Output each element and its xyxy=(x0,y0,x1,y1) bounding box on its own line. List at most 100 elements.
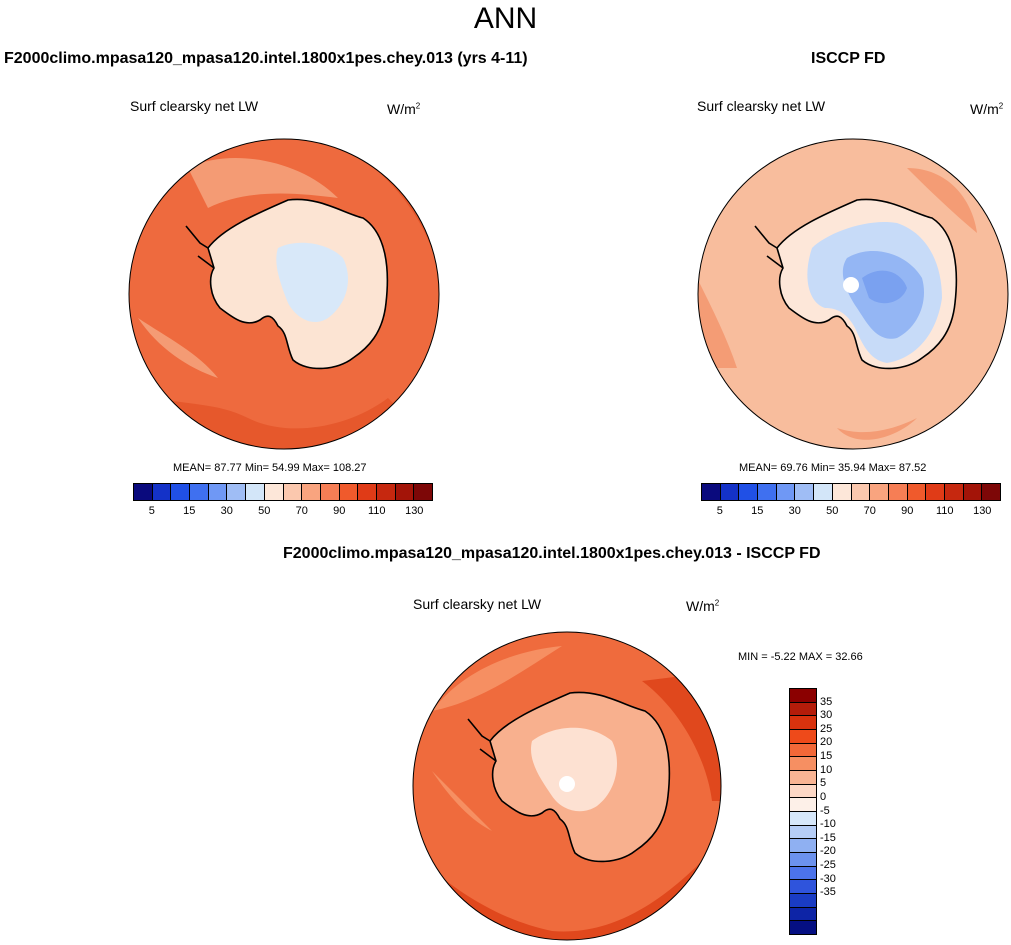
model-colorbar-swatch xyxy=(134,484,153,500)
model-subtitle: Surf clearsky net LW xyxy=(130,98,259,114)
diff-colorbar-label: 5 xyxy=(820,777,827,790)
model-colorbar-swatch xyxy=(376,484,396,500)
diff-colorbar-swatch xyxy=(790,784,816,799)
model-colorbar-swatch xyxy=(302,484,321,500)
diff-colorbar-label: 30 xyxy=(820,709,833,722)
model-colorbar-label: 70 xyxy=(295,505,308,517)
obs-colorbar-swatch xyxy=(720,484,740,500)
diff-colorbar-label: 20 xyxy=(820,736,833,749)
obs-colorbar-swatch xyxy=(926,484,945,500)
model-panel-title: F2000climo.mpasa120_mpasa120.intel.1800x… xyxy=(4,50,528,67)
model-colorbar-swatch xyxy=(227,484,247,500)
obs-colorbar-swatch xyxy=(776,484,796,500)
diff-colorbar-label: -25 xyxy=(820,858,836,871)
diff-colorbar-label: -20 xyxy=(820,845,836,858)
diff-colorbar-swatch xyxy=(790,702,816,717)
obs-colorbar-swatch xyxy=(814,484,833,500)
diff-colorbar-swatch xyxy=(790,812,816,826)
diff-subtitle: Surf clearsky net LW xyxy=(413,596,542,612)
obs-colorbar-swatch xyxy=(870,484,889,500)
diff-polar-map xyxy=(412,631,722,941)
diff-units: W/m2 xyxy=(686,598,720,614)
diff-stats: MIN = -5.22 MAX = 32.66 xyxy=(738,651,863,663)
obs-ocean-dark-ne xyxy=(907,168,977,233)
diff-colorbar-label: 0 xyxy=(820,790,827,803)
diff-colorbar-swatch xyxy=(790,716,816,731)
obs-colorbar-label: 70 xyxy=(863,505,876,517)
model-colorbar-swatch xyxy=(320,484,340,500)
obs-colorbar-swatches xyxy=(701,483,1001,501)
obs-colorbar-swatch xyxy=(832,484,852,500)
obs-panel-title: ISCCP FD xyxy=(811,50,886,67)
obs-stats: MEAN= 69.76 Min= 35.94 Max= 87.52 xyxy=(739,462,927,474)
diff-colorbar-label: 15 xyxy=(820,750,833,763)
obs-colorbar-swatch xyxy=(944,484,964,500)
model-colorbar-label: 130 xyxy=(405,505,424,517)
obs-coastline xyxy=(754,198,958,370)
diff-coastline xyxy=(467,691,671,863)
diff-colorbar-label: -30 xyxy=(820,872,836,885)
diff-colorbar-labels: 35 30 25 20 15 10 5 0 -5 -10 -15 -20 -25 -30 -35 xyxy=(820,688,860,933)
obs-colorbar: 5 15 30 50 70 90 110 130 xyxy=(701,483,1001,519)
obs-colorbar-label: 110 xyxy=(935,505,954,517)
model-colorbar-label: 50 xyxy=(258,505,271,517)
model-colorbar-swatch xyxy=(395,484,415,500)
obs-colorbar-label: 15 xyxy=(751,505,764,517)
obs-map-border xyxy=(697,138,1009,450)
obs-subtitle: Surf clearsky net LW xyxy=(697,98,826,114)
obs-colorbar-label: 30 xyxy=(788,505,801,517)
model-map-border xyxy=(128,138,440,450)
diff-map-border xyxy=(412,631,722,941)
diff-colorbar-swatch xyxy=(790,743,816,758)
model-colorbar-swatch xyxy=(208,484,228,500)
obs-colorbar-label: 50 xyxy=(826,505,839,517)
obs-pole-hole xyxy=(843,277,859,293)
model-land-inner xyxy=(276,242,348,323)
diff-colorbar-label: -35 xyxy=(820,886,836,899)
figure-title: ANN xyxy=(473,2,538,35)
diff-colorbar-swatch xyxy=(790,894,816,908)
diff-colorbar-swatch xyxy=(790,866,816,881)
diff-colorbar-swatch xyxy=(790,689,816,703)
model-colorbar-swatches xyxy=(133,483,433,501)
obs-colorbar-label: 5 xyxy=(716,505,723,517)
obs-colorbar-swatch xyxy=(982,484,1000,500)
obs-colorbar-swatch xyxy=(963,484,983,500)
diff-colorbar-swatch xyxy=(790,839,816,854)
model-colorbar-label: 5 xyxy=(148,505,155,517)
diff-colorbar-swatch xyxy=(790,921,816,935)
diff-ocean-light-w xyxy=(432,771,492,831)
model-polar-map xyxy=(128,138,440,450)
diff-colorbar-swatch xyxy=(790,771,816,785)
obs-colorbar-label: 90 xyxy=(901,505,914,517)
diff-pole-hole xyxy=(559,776,575,792)
model-colorbar-swatch xyxy=(171,484,191,500)
model-colorbar-swatch xyxy=(246,484,265,500)
diff-ocean-dark-s xyxy=(413,851,721,940)
obs-colorbar-swatch xyxy=(907,484,927,500)
model-coastline xyxy=(185,198,389,370)
model-colorbar-swatch xyxy=(339,484,359,500)
diff-colorbar-swatch xyxy=(790,798,816,813)
model-ocean-light-w xyxy=(138,318,218,378)
diff-colorbar-label: -5 xyxy=(820,804,830,817)
diff-colorbar-label: -10 xyxy=(820,818,836,831)
model-colorbar-labels: 5 15 30 50 70 90 110 130 xyxy=(133,505,433,519)
diff-panel-title: F2000climo.mpasa120_mpasa120.intel.1800x… xyxy=(283,545,821,562)
obs-colorbar-label: 130 xyxy=(973,505,992,517)
diff-colorbar-swatch xyxy=(790,757,816,772)
obs-polar-map xyxy=(697,138,1009,450)
diff-colorbar-label: 35 xyxy=(820,695,833,708)
diff-colorbar-swatches xyxy=(789,688,817,935)
obs-colorbar-labels: 5 15 30 50 70 90 110 130 xyxy=(701,505,1001,519)
diff-colorbar-swatch xyxy=(790,730,816,744)
diff-colorbar-swatch xyxy=(790,825,816,840)
model-colorbar-label: 15 xyxy=(183,505,196,517)
obs-colorbar-swatch xyxy=(795,484,815,500)
diff-colorbar-label: -15 xyxy=(820,831,836,844)
obs-colorbar-swatch xyxy=(702,484,721,500)
model-colorbar: 5 15 30 50 70 90 110 130 xyxy=(133,483,433,519)
obs-colorbar-swatch xyxy=(758,484,777,500)
diff-ocean-light-n xyxy=(432,646,562,711)
diff-colorbar-swatch xyxy=(790,907,816,922)
